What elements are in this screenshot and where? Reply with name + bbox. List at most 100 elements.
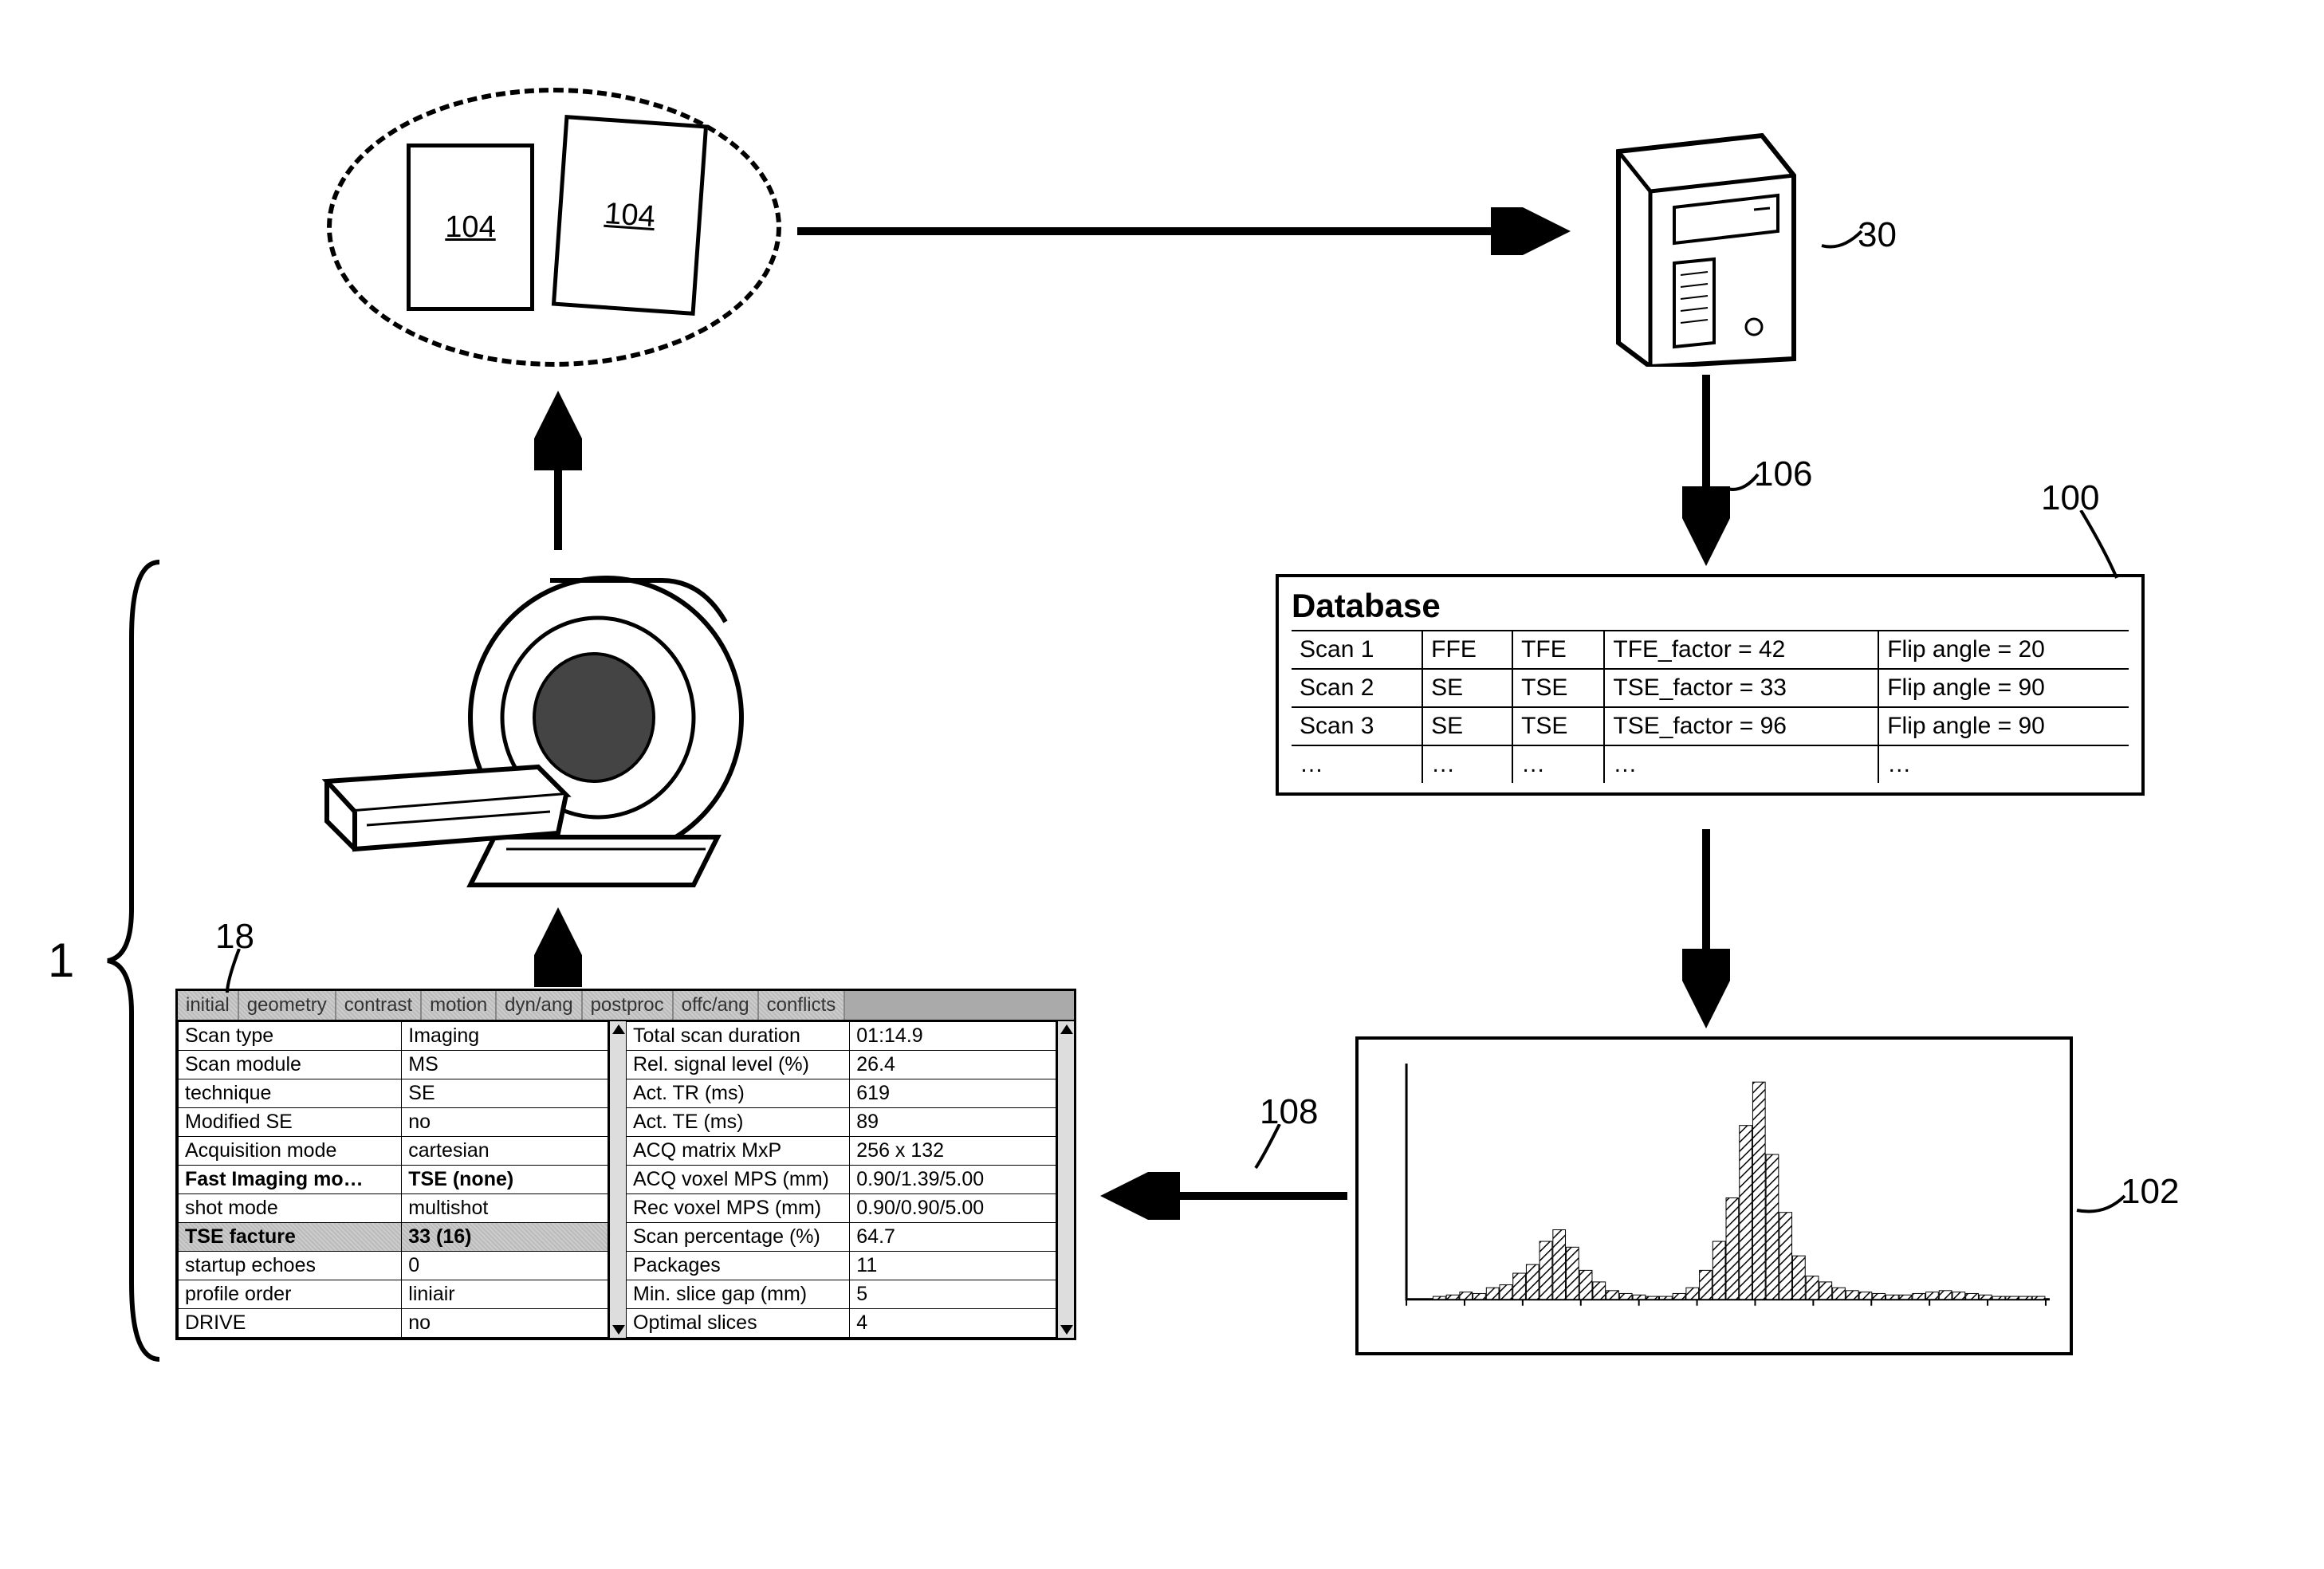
arrow-docs-to-server: [797, 207, 1595, 255]
documents-ellipse: [327, 88, 781, 367]
param-value: 256 x 132: [850, 1137, 1056, 1166]
parameter-panel: initialgeometrycontrastmotiondyn/angpost…: [175, 989, 1076, 1340]
db-cell: TSE: [1512, 669, 1604, 707]
param-label: technique: [179, 1079, 402, 1108]
db-cell: …: [1512, 745, 1604, 783]
db-cell: FFE: [1422, 631, 1512, 669]
param-label: Total scan duration: [627, 1022, 850, 1051]
param-label: ACQ matrix MxP: [627, 1137, 850, 1166]
db-cell: Flip angle = 90: [1878, 707, 2129, 745]
param-label: Modified SE: [179, 1108, 402, 1137]
param-label: Rel. signal level (%): [627, 1051, 850, 1079]
panel-left-column: Scan typeImagingScan moduleMStechniqueSE…: [178, 1021, 608, 1338]
param-value: multishot: [402, 1194, 608, 1223]
arrow-106-label: 106: [1754, 454, 1812, 494]
tab-offcang[interactable]: offc/ang: [674, 991, 759, 1020]
panel-callout-line: [223, 949, 263, 997]
tab-postproc[interactable]: postproc: [583, 991, 674, 1020]
param-value: 5: [850, 1280, 1056, 1309]
param-label: Optimal slices: [627, 1309, 850, 1338]
param-value: 89: [850, 1108, 1056, 1137]
mri-scanner-icon: [311, 558, 789, 901]
document-1: 104: [407, 144, 534, 311]
db-cell: Flip angle = 20: [1878, 631, 2129, 669]
param-value: cartesian: [402, 1137, 608, 1166]
arrow-panel-to-mri: [534, 901, 582, 989]
db-cell: …: [1604, 745, 1878, 783]
param-value: 01:14.9: [850, 1022, 1056, 1051]
histo-callout-label: 102: [2121, 1172, 2179, 1212]
param-label: Rec voxel MPS (mm): [627, 1194, 850, 1223]
document-2-label: 104: [604, 196, 656, 234]
param-label: Act. TR (ms): [627, 1079, 850, 1108]
brace-label: 1: [48, 933, 74, 988]
param-label: Fast Imaging mo…: [179, 1166, 402, 1194]
histo-callout-line: [2073, 1188, 2129, 1220]
param-value: liniair: [402, 1280, 608, 1309]
param-label: shot mode: [179, 1194, 402, 1223]
arrow-db-to-histo: [1682, 829, 1730, 1036]
param-value: 0.90/1.39/5.00: [850, 1166, 1056, 1194]
param-label: startup echoes: [179, 1252, 402, 1280]
db-cell: TFE: [1512, 631, 1604, 669]
param-label: Scan type: [179, 1022, 402, 1051]
param-value: 11: [850, 1252, 1056, 1280]
server-callout-line: [1818, 223, 1866, 255]
document-1-label: 104: [445, 210, 495, 245]
histogram-box: [1355, 1036, 2073, 1355]
arrow-mri-to-docs: [534, 383, 582, 558]
param-label: Min. slice gap (mm): [627, 1280, 850, 1309]
param-value: 0.90/0.90/5.00: [850, 1194, 1056, 1223]
tab-motion[interactable]: motion: [422, 991, 497, 1020]
diagram-root: 104 104 30 106: [32, 32, 2292, 1537]
db-cell: Scan 3: [1292, 707, 1422, 745]
db-cell: Scan 1: [1292, 631, 1422, 669]
db-cell: TSE: [1512, 707, 1604, 745]
param-value: 64.7: [850, 1223, 1056, 1252]
db-cell: SE: [1422, 669, 1512, 707]
param-value: 0: [402, 1252, 608, 1280]
db-cell: …: [1878, 745, 2129, 783]
param-label: DRIVE: [179, 1309, 402, 1338]
param-label: Scan percentage (%): [627, 1223, 850, 1252]
db-cell: …: [1292, 745, 1422, 783]
document-2: 104: [552, 115, 708, 316]
param-value: MS: [402, 1051, 608, 1079]
db-cell: Flip angle = 90: [1878, 669, 2129, 707]
db-cell: TSE_factor = 96: [1604, 707, 1878, 745]
arrow-histo-to-panel: [1092, 1172, 1355, 1220]
param-value: 4: [850, 1309, 1056, 1338]
db-callout-line: [2057, 510, 2121, 582]
tab-contrast[interactable]: contrast: [336, 991, 422, 1020]
param-label: Scan module: [179, 1051, 402, 1079]
param-value: TSE (none): [402, 1166, 608, 1194]
param-value: no: [402, 1309, 608, 1338]
database-title: Database: [1292, 587, 2129, 625]
scrollbar-left[interactable]: [608, 1021, 626, 1338]
server-icon: [1595, 104, 1818, 367]
curly-brace: [104, 558, 167, 1363]
database-box: Database Scan 1FFETFETFE_factor = 42Flip…: [1276, 574, 2145, 796]
histogram-chart: [1382, 1056, 2054, 1319]
param-label: Packages: [627, 1252, 850, 1280]
tab-conflicts[interactable]: conflicts: [759, 991, 846, 1020]
db-cell: Scan 2: [1292, 669, 1422, 707]
db-cell: TFE_factor = 42: [1604, 631, 1878, 669]
arrow-106-callout: [1722, 470, 1762, 502]
param-value: SE: [402, 1079, 608, 1108]
scrollbar-right[interactable]: [1056, 1021, 1074, 1338]
param-label: ACQ voxel MPS (mm): [627, 1166, 850, 1194]
panel-right-column: Total scan duration01:14.9Rel. signal le…: [626, 1021, 1056, 1338]
database-table: Scan 1FFETFETFE_factor = 42Flip angle = …: [1292, 630, 2129, 783]
param-value: 26.4: [850, 1051, 1056, 1079]
param-label: profile order: [179, 1280, 402, 1309]
param-value: no: [402, 1108, 608, 1137]
tab-dynang[interactable]: dyn/ang: [497, 991, 582, 1020]
db-cell: TSE_factor = 33: [1604, 669, 1878, 707]
param-value: 33 (16): [402, 1223, 608, 1252]
param-label: TSE facture: [179, 1223, 402, 1252]
db-cell: SE: [1422, 707, 1512, 745]
param-label: Acquisition mode: [179, 1137, 402, 1166]
param-value: 619: [850, 1079, 1056, 1108]
param-label: Act. TE (ms): [627, 1108, 850, 1137]
